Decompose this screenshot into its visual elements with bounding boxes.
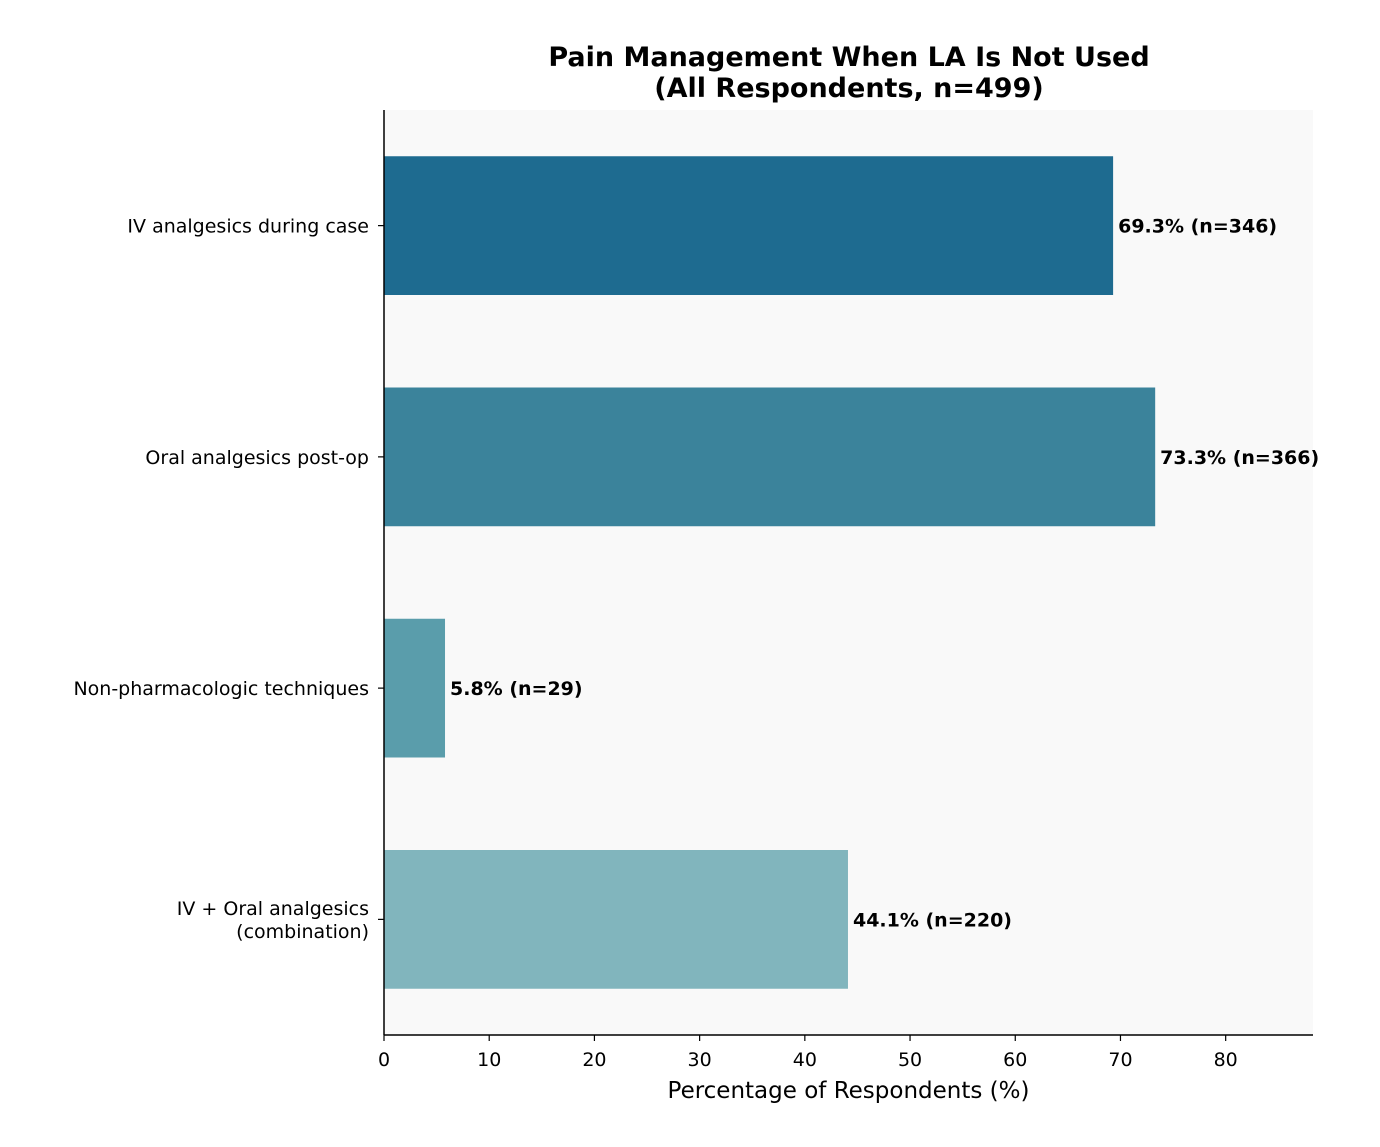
chart-title: Pain Management When LA Is Not Used (All… <box>384 42 1314 104</box>
x-tick-label: 0 <box>378 1049 390 1071</box>
y-tick-label: IV analgesics during case <box>127 216 369 238</box>
x-tick-label: 60 <box>1003 1049 1027 1071</box>
x-tick-label: 70 <box>1108 1049 1132 1071</box>
data-label: 73.3% (n=366) <box>1160 447 1319 469</box>
x-tick-label: 80 <box>1214 1049 1238 1071</box>
x-tick-label: 10 <box>477 1049 501 1071</box>
x-tick-label: 40 <box>793 1049 817 1071</box>
title-line-2: (All Respondents, n=499) <box>654 73 1044 104</box>
bar <box>384 387 1156 527</box>
x-tick-label: 30 <box>688 1049 712 1071</box>
y-tick-label: Non-pharmacologic techniques <box>73 678 369 700</box>
bar <box>384 156 1114 295</box>
title-line-1: Pain Management When LA Is Not Used <box>548 42 1150 73</box>
x-tick-label: 20 <box>582 1049 606 1071</box>
bar <box>384 850 848 989</box>
x-axis-label: Percentage of Respondents (%) <box>668 1078 1030 1104</box>
data-label: 69.3% (n=346) <box>1118 216 1277 238</box>
bar <box>384 618 446 758</box>
data-label: 44.1% (n=220) <box>853 909 1012 931</box>
y-tick-label: Oral analgesics post-op <box>145 447 369 469</box>
y-tick-label: (combination) <box>236 921 369 943</box>
data-label: 5.8% (n=29) <box>450 678 583 700</box>
y-tick-label: IV + Oral analgesics <box>177 898 369 920</box>
x-tick-label: 50 <box>898 1049 922 1071</box>
